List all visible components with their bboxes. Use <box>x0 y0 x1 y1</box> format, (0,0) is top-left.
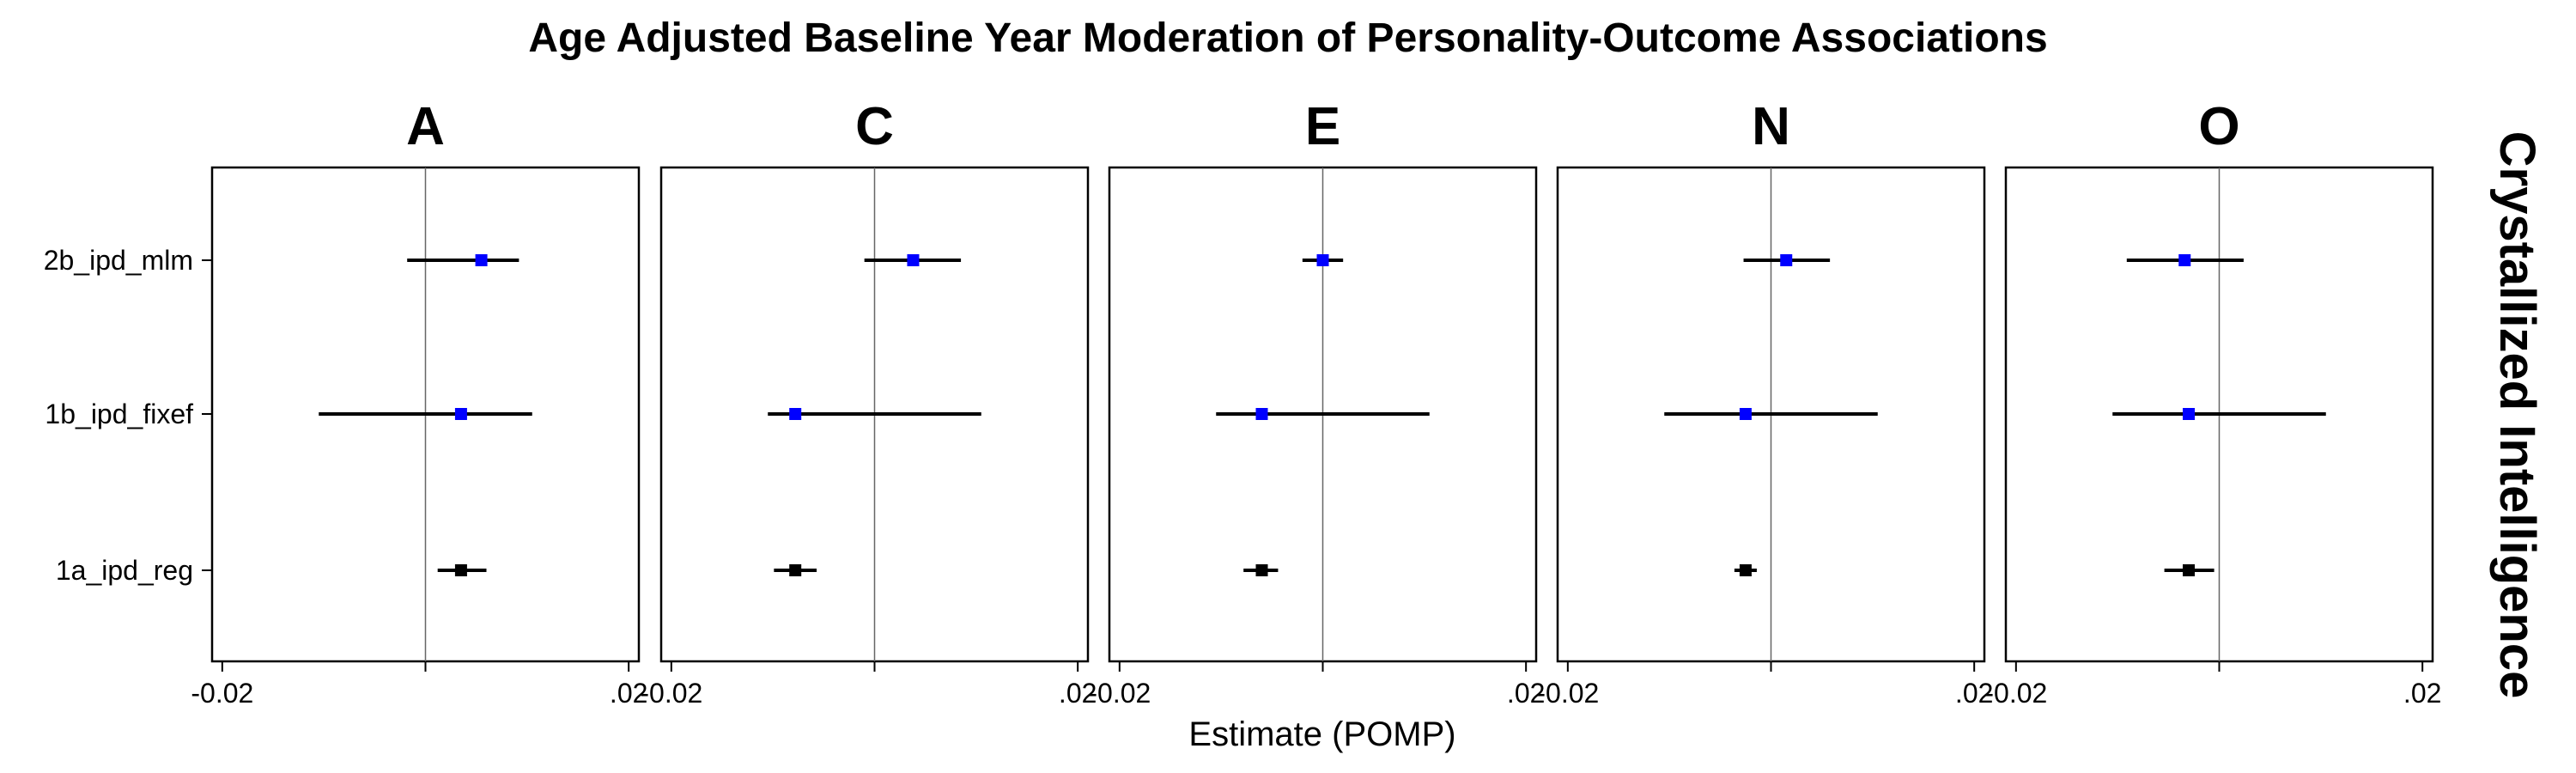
x-tick-label: -0.02 <box>640 678 702 709</box>
facet-label: C <box>855 97 894 156</box>
point-estimate <box>454 408 467 420</box>
point-estimate <box>2183 408 2195 420</box>
x-tick-label: .02 <box>1507 678 1545 709</box>
facet-label: E <box>1305 97 1340 156</box>
x-tick-label: -0.02 <box>191 678 253 709</box>
point-estimate <box>789 408 802 420</box>
y-tick-label: 1a_ipd_reg <box>56 555 193 586</box>
facet-panel-N: N -0.02 .02 <box>1536 97 1993 709</box>
point-estimate <box>907 254 920 266</box>
y-axis: 2b_ipd_mlm 1b_ipd_fixef 1a_ipd_reg <box>44 245 212 586</box>
y-tick-label: 1b_ipd_fixef <box>45 399 193 429</box>
facet-label: N <box>1752 97 1790 156</box>
point-estimate <box>2183 564 2195 576</box>
facets: A-0.02.02C-0.02.02E-0.02.02N-0.02.02O-0.… <box>191 97 2441 709</box>
facet-label: A <box>406 97 445 156</box>
point-estimate <box>2178 254 2191 266</box>
x-tick-label: .02 <box>2403 678 2441 709</box>
x-axis-title: Estimate (POMP) <box>1188 715 1455 753</box>
x-tick-label: .02 <box>1059 678 1097 709</box>
point-estimate <box>1255 564 1268 576</box>
point-estimate <box>1739 408 1752 420</box>
point-estimate <box>789 564 802 576</box>
point-estimate <box>1255 408 1268 420</box>
point-estimate <box>1739 564 1752 576</box>
point-estimate <box>475 254 488 266</box>
point-estimate <box>1780 254 1793 266</box>
point-estimate <box>454 564 467 576</box>
facet-panel-O: O -0.02 .02 <box>1984 97 2441 709</box>
point-estimate <box>1316 254 1329 266</box>
facet-panel-C: C -0.02 .02 <box>640 97 1097 709</box>
x-tick-label: .02 <box>610 678 647 709</box>
x-tick-label: -0.02 <box>1984 678 2047 709</box>
y-tick-label: 2b_ipd_mlm <box>44 245 193 276</box>
chart-title: Age Adjusted Baseline Year Moderation of… <box>528 15 2047 61</box>
x-tick-label: -0.02 <box>1536 678 1599 709</box>
facet-panel-E: E -0.02 .02 <box>1088 97 1545 709</box>
x-tick-label: .02 <box>1955 678 1993 709</box>
x-tick-label: -0.02 <box>1088 678 1151 709</box>
facet-label: O <box>2198 97 2239 156</box>
strip-label: Crystallized Intelligence <box>2489 131 2545 699</box>
